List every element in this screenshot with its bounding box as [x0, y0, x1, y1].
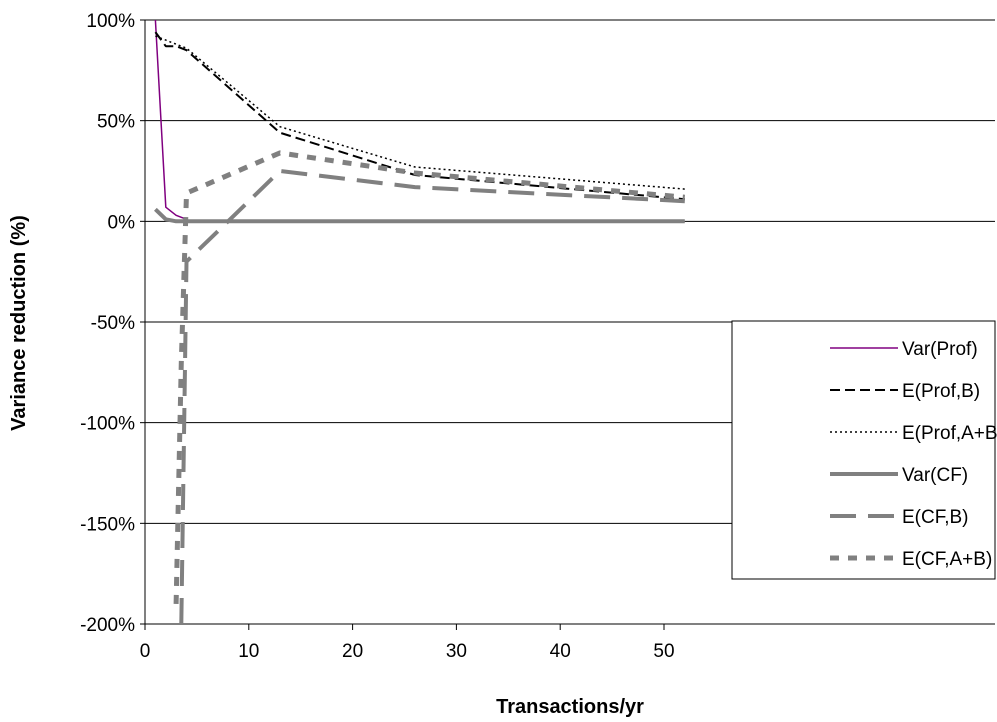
series-lines — [154, 19, 686, 624]
y-tick-label: -100% — [80, 414, 135, 435]
y-tick-label: -200% — [80, 615, 135, 636]
legend: Var(Prof) E(Prof,B) E(Prof,A+B) Var(CF) E(CF… — [731, 320, 997, 580]
legend-box — [731, 320, 996, 580]
y-tick-label: 0% — [108, 212, 136, 233]
x-tick-label: 20 — [342, 641, 363, 662]
legend-label: E(CF,A+B) — [902, 549, 992, 570]
x-tick-label: 30 — [446, 641, 467, 662]
legend-label: Var(Prof) — [902, 339, 978, 360]
legend-label: Var(CF) — [902, 465, 968, 486]
series-line-e-prof-a-b- — [155, 35, 685, 190]
y-tick-label: 100% — [86, 11, 135, 32]
x-axis-ticks: 0 10 20 30 40 50 — [140, 624, 675, 662]
legend-label: E(Prof,B) — [902, 381, 980, 402]
legend-label: E(CF,B) — [902, 507, 969, 528]
y-axis-ticks: 100% 50% 0% -50% -100% -150% -200% — [80, 11, 145, 636]
series-line-e-cf-a-b- — [173, 150, 686, 604]
x-tick-label: 50 — [653, 641, 674, 662]
x-tick-label: 40 — [550, 641, 571, 662]
series-line-var-prof- — [154, 19, 187, 221]
y-tick-label: -50% — [91, 313, 135, 334]
x-axis-title: Transactions/yr — [496, 696, 644, 718]
x-tick-label: 0 — [140, 641, 151, 662]
y-axis-title: Variance reduction (%) — [8, 215, 30, 431]
series-line-e-cf-b- — [179, 169, 685, 624]
legend-label: E(Prof,A+B) — [902, 423, 997, 444]
x-tick-label: 10 — [238, 641, 259, 662]
y-tick-label: -150% — [80, 514, 135, 535]
y-tick-label: 50% — [97, 112, 135, 133]
